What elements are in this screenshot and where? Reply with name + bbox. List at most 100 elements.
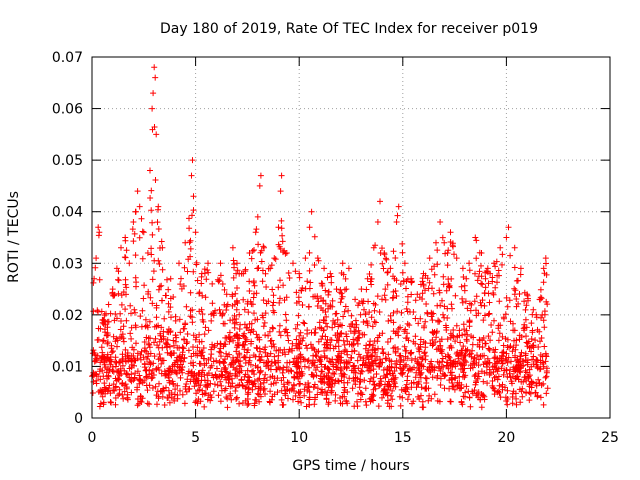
data-point (233, 384, 239, 391)
data-point (205, 260, 211, 267)
data-point (475, 373, 482, 380)
data-point (355, 365, 362, 372)
data-point (215, 392, 222, 399)
data-point (276, 243, 283, 250)
data-point (152, 335, 159, 342)
data-point (182, 320, 189, 327)
data-point (340, 313, 347, 320)
data-point (110, 348, 116, 355)
data-point (239, 382, 246, 389)
data-point (544, 385, 551, 392)
data-point (277, 188, 284, 195)
data-point (174, 395, 181, 402)
data-point (279, 238, 286, 245)
data-point (355, 351, 362, 358)
data-point (343, 333, 350, 340)
data-point (312, 326, 319, 332)
data-point (308, 329, 315, 336)
data-point (234, 285, 240, 291)
data-point (417, 341, 424, 348)
data-point (299, 337, 306, 344)
data-point (342, 275, 349, 282)
data-point (279, 349, 286, 356)
data-point (389, 295, 396, 302)
data-point (187, 237, 194, 244)
data-point (468, 301, 475, 308)
data-point (275, 284, 282, 291)
data-point (241, 353, 248, 360)
data-point (285, 337, 292, 344)
data-point (255, 376, 261, 383)
data-point (447, 369, 454, 376)
data-point (188, 353, 195, 360)
data-point (336, 348, 342, 355)
data-point (399, 249, 406, 256)
data-point (139, 307, 146, 314)
data-point (194, 352, 201, 359)
data-point (351, 362, 358, 369)
data-point (503, 357, 510, 364)
data-point (180, 325, 187, 332)
data-point (400, 365, 407, 371)
data-point (154, 401, 160, 408)
data-point (158, 324, 165, 331)
data-point (269, 302, 276, 309)
data-point (420, 270, 427, 277)
data-point (276, 365, 283, 372)
data-point (320, 317, 327, 323)
data-point (539, 353, 546, 360)
data-point (404, 377, 411, 384)
data-point (368, 281, 375, 288)
data-point (181, 400, 188, 407)
data-point (437, 375, 444, 382)
data-point (100, 401, 107, 408)
data-point (482, 312, 488, 319)
data-point (397, 324, 404, 331)
data-point (380, 349, 387, 356)
data-point (242, 354, 249, 361)
data-point (393, 219, 400, 225)
data-point (306, 364, 312, 371)
data-point (159, 244, 166, 251)
data-point (138, 399, 145, 405)
data-point (332, 310, 339, 317)
data-point (357, 354, 364, 360)
data-point (341, 348, 348, 355)
data-point (174, 382, 181, 389)
data-point (381, 386, 388, 393)
data-point (191, 370, 198, 377)
data-point (466, 260, 473, 267)
data-point (293, 336, 300, 343)
data-point (473, 293, 480, 300)
data-point (219, 310, 226, 317)
data-point (345, 265, 352, 272)
data-point (340, 337, 347, 344)
data-point (257, 249, 264, 256)
data-point (486, 299, 493, 306)
data-point (199, 316, 206, 323)
data-point (146, 401, 153, 408)
data-point (229, 380, 236, 387)
data-point (234, 332, 241, 339)
data-point (327, 270, 334, 277)
data-point (107, 354, 114, 360)
data-point (537, 394, 544, 401)
data-point (132, 357, 139, 364)
data-point (542, 350, 549, 357)
data-point (356, 384, 363, 391)
data-point (343, 365, 350, 372)
x-tick-label: 0 (88, 430, 97, 446)
data-point (147, 335, 154, 342)
data-point (242, 334, 249, 341)
data-point (149, 276, 156, 283)
data-point (245, 384, 252, 391)
x-tick-label: 20 (497, 430, 515, 446)
data-point (270, 292, 277, 299)
data-point (483, 364, 490, 370)
data-point (151, 323, 158, 330)
data-point (375, 403, 382, 410)
data-point (432, 339, 439, 346)
data-point (256, 357, 263, 364)
data-point (234, 373, 241, 380)
data-point (350, 369, 357, 376)
